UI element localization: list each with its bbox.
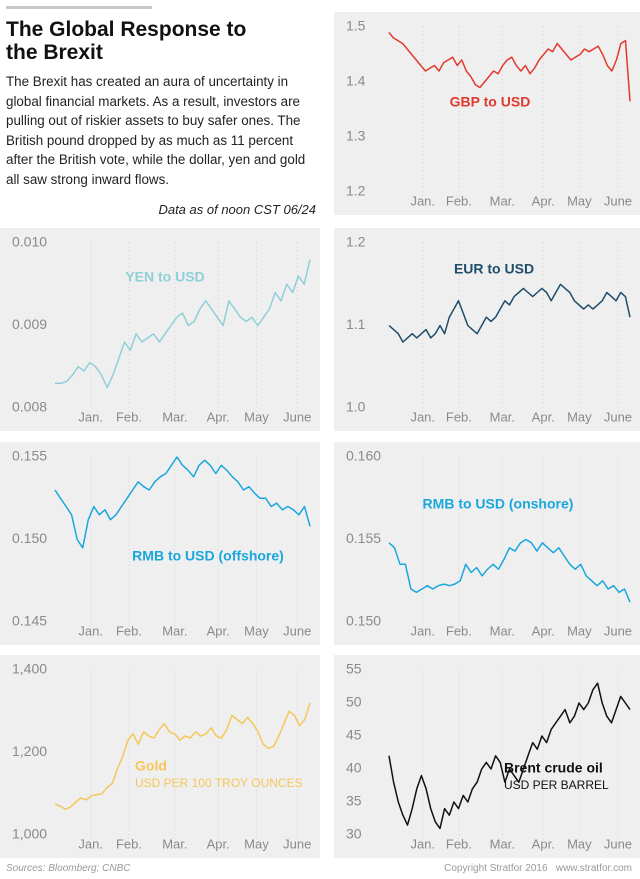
- x-tick-label: Mar.: [490, 836, 515, 851]
- series-label: RMB to USD (offshore): [132, 548, 284, 564]
- series-line: [54, 702, 311, 811]
- panel-background: [0, 655, 320, 858]
- x-tick-label: May: [244, 409, 269, 424]
- x-tick-label: Apr.: [532, 836, 555, 851]
- x-tick-label: June: [604, 836, 632, 851]
- x-tick-label: Mar.: [162, 409, 187, 424]
- x-tick-label: June: [283, 623, 311, 638]
- y-tick-label: 45: [346, 727, 362, 743]
- y-tick-label: 0.150: [12, 530, 47, 546]
- y-tick-label: 1.1: [346, 316, 366, 332]
- x-tick-label: Apr.: [532, 409, 555, 424]
- copyright: Copyright Stratfor 2016 www.stratfor.com: [444, 863, 632, 874]
- y-tick-label: 1,400: [12, 661, 47, 677]
- x-tick-label: Apr.: [532, 623, 555, 638]
- x-tick-label: Feb.: [446, 623, 472, 638]
- series-line: [388, 32, 631, 102]
- x-tick-label: Jan.: [78, 623, 103, 638]
- y-tick-label: 0.008: [12, 399, 47, 415]
- x-tick-label: May: [567, 623, 592, 638]
- panel-background: [334, 228, 640, 431]
- x-tick-label: Jan.: [410, 623, 435, 638]
- x-tick-label: Feb.: [446, 409, 472, 424]
- panel-background: [334, 442, 640, 645]
- x-tick-label: Jan.: [410, 409, 435, 424]
- x-tick-label: May: [567, 193, 592, 208]
- x-tick-label: May: [244, 836, 269, 851]
- x-tick-label: Mar.: [162, 836, 187, 851]
- x-tick-label: June: [283, 836, 311, 851]
- x-tick-label: June: [283, 409, 311, 424]
- x-tick-label: May: [244, 623, 269, 638]
- y-tick-label: 0.010: [12, 234, 47, 250]
- series-line: [54, 456, 311, 549]
- x-tick-label: Mar.: [490, 623, 515, 638]
- x-tick-label: Apr.: [207, 836, 230, 851]
- series-label: RMB to USD (onshore): [423, 496, 574, 512]
- panel-background: [334, 655, 640, 858]
- x-tick-label: Feb.: [446, 193, 472, 208]
- series-label: Gold: [135, 758, 167, 774]
- charts: Jan. Feb. Mar. Apr. May June 1.2 1.3 1.4 1.5 GBP t…: [0, 12, 640, 858]
- x-tick-label: May: [567, 836, 592, 851]
- y-tick-label: 1.3: [346, 128, 366, 144]
- panel-background: [0, 442, 320, 645]
- y-tick-label: 50: [346, 694, 362, 710]
- series-line: [388, 283, 631, 343]
- x-tick-label: Feb.: [116, 409, 142, 424]
- panel-background: [334, 12, 640, 215]
- x-tick-label: Jan.: [410, 836, 435, 851]
- y-tick-label: 55: [346, 661, 362, 677]
- series-sublabel: USD PER 100 TROY OUNCES: [135, 776, 303, 790]
- x-tick-label: Jan.: [78, 836, 103, 851]
- series-label: Brent crude oil: [504, 760, 603, 776]
- series-label: GBP to USD: [450, 94, 531, 110]
- y-tick-label: 1.2: [346, 183, 366, 199]
- series-sublabel: USD PER BARREL: [504, 778, 609, 792]
- x-tick-label: June: [604, 193, 632, 208]
- y-tick-label: 1,200: [12, 743, 47, 759]
- x-tick-label: Mar.: [490, 193, 515, 208]
- x-tick-label: June: [604, 623, 632, 638]
- y-tick-label: 0.160: [346, 448, 381, 464]
- series-label: YEN to USD: [125, 269, 204, 285]
- x-tick-label: Mar.: [162, 623, 187, 638]
- series-line: [388, 682, 631, 830]
- intro-text: The Brexit has created an aura of uncert…: [6, 74, 309, 187]
- y-tick-label: 40: [346, 760, 362, 776]
- series-label: EUR to USD: [454, 261, 534, 277]
- y-tick-label: 1.0: [346, 399, 366, 415]
- y-tick-label: 0.150: [346, 613, 381, 629]
- x-tick-label: Mar.: [490, 409, 515, 424]
- x-tick-label: Apr.: [207, 409, 230, 424]
- y-tick-label: 0.009: [12, 316, 47, 332]
- y-tick-label: 0.145: [12, 613, 47, 629]
- x-tick-label: June: [604, 409, 632, 424]
- x-tick-label: Apr.: [207, 623, 230, 638]
- x-tick-label: Jan.: [410, 193, 435, 208]
- y-tick-label: 1.5: [346, 18, 366, 34]
- y-tick-label: 0.155: [12, 448, 47, 464]
- y-tick-label: 0.155: [346, 530, 381, 546]
- y-tick-label: 35: [346, 793, 362, 809]
- x-tick-label: Jan.: [78, 409, 103, 424]
- title: The Global Response to the Brexit: [6, 18, 247, 64]
- x-tick-label: Feb.: [116, 836, 142, 851]
- sources: Sources: Bloomberg; CNBC: [6, 863, 131, 874]
- y-tick-label: 1.2: [346, 234, 366, 250]
- x-tick-label: Feb.: [116, 623, 142, 638]
- y-tick-label: 1,000: [12, 826, 47, 842]
- x-tick-label: Apr.: [532, 193, 555, 208]
- panel-background: [0, 228, 320, 431]
- header-rule: [6, 6, 152, 9]
- x-tick-label: Feb.: [446, 836, 472, 851]
- x-tick-label: May: [567, 409, 592, 424]
- series-line: [55, 259, 311, 389]
- series-line: [388, 538, 631, 603]
- y-tick-label: 1.4: [346, 73, 366, 89]
- y-tick-label: 30: [346, 826, 362, 842]
- data-note: Data as of noon CST 06/24: [158, 202, 316, 217]
